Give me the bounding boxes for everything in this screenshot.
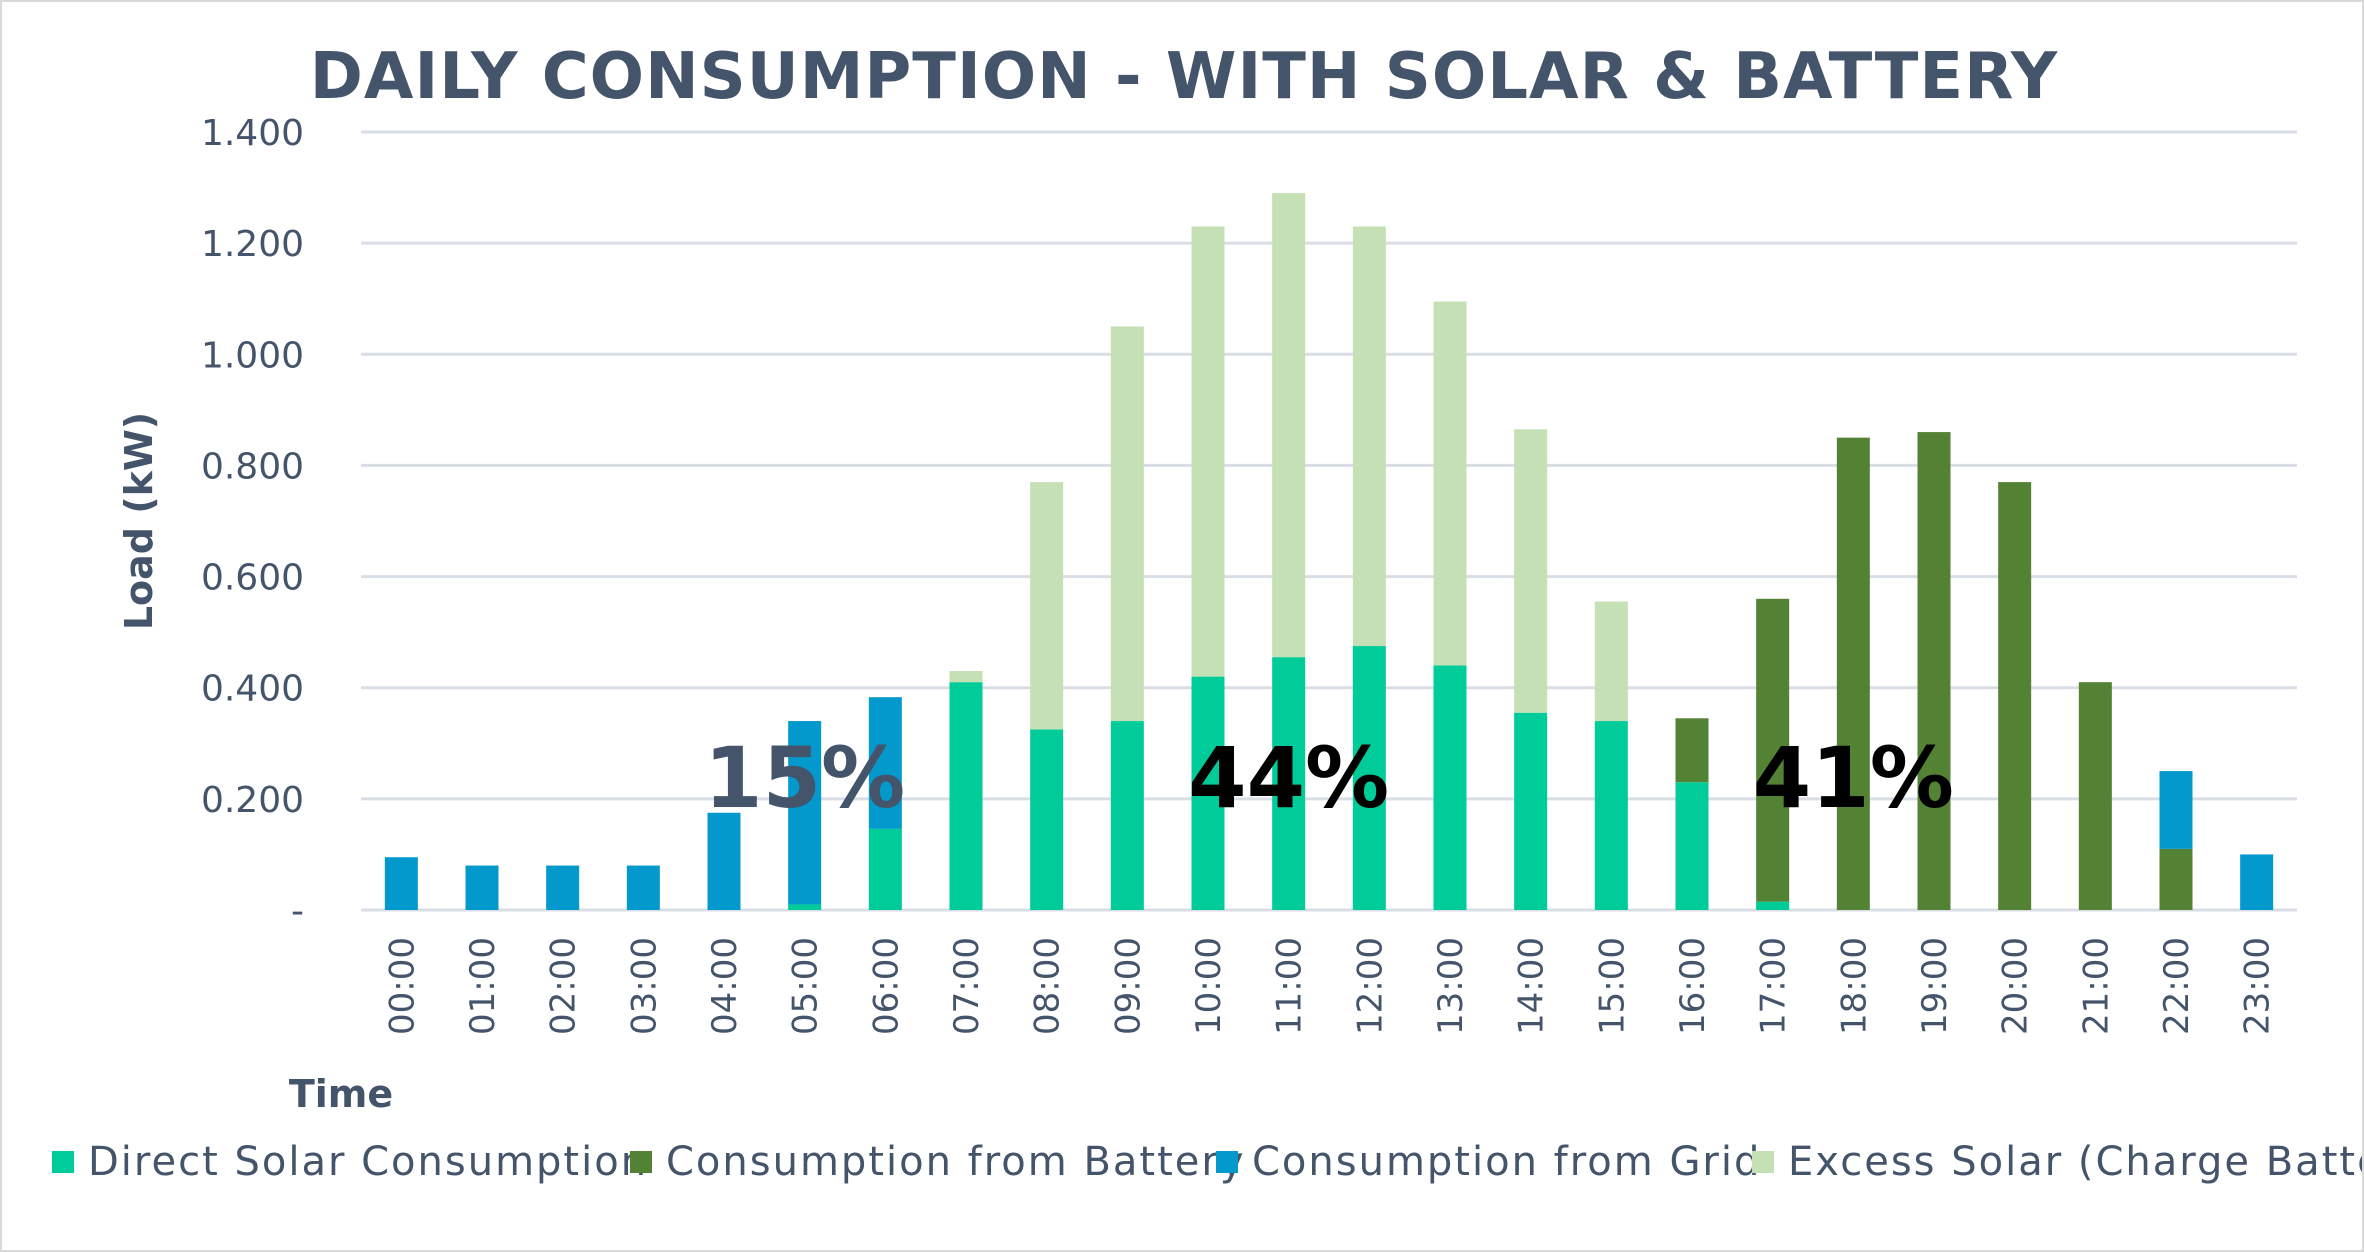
y-tick-label: 1.200 [201, 224, 304, 265]
bar-segment-direct-solar-consumption [1272, 657, 1306, 910]
x-tick-label: 22:00 [2157, 937, 2197, 1035]
bar-segment-direct-solar-consumption [868, 828, 902, 910]
bar-segment-consumption-from-grid [707, 812, 741, 910]
legend-item: Direct Solar Consumption [52, 1134, 648, 1190]
legend-label: Direct Solar Consumption [88, 1139, 649, 1185]
chart-title: DAILY CONSUMPTION - WITH SOLAR & BATTERY [309, 40, 2059, 114]
bar-segment-consumption-from-grid [384, 857, 418, 910]
legend-item: Excess Solar (Charge Battery) [1752, 1134, 2362, 1190]
bar-segment-excess-solar-charge-battery [1594, 601, 1628, 722]
legend-item: Consumption from Grid [1216, 1134, 1761, 1190]
y-tick-label: 0.400 [201, 669, 304, 710]
y-tick-label: - [291, 891, 304, 932]
bar-segment-direct-solar-consumption [1352, 646, 1386, 910]
legend-swatch [630, 1151, 652, 1173]
x-tick-label: 06:00 [866, 937, 906, 1035]
x-tick-label: 09:00 [1108, 937, 1148, 1035]
percentage-annotation: 15% [704, 729, 905, 827]
x-tick-label: 08:00 [1028, 937, 1068, 1035]
x-tick-label: 14:00 [1512, 937, 1552, 1035]
bar-segment-consumption-from-battery [1675, 718, 1709, 783]
x-tick-label: 16:00 [1673, 937, 1713, 1035]
percentage-annotation: 41% [1753, 729, 1954, 827]
bar-segment-consumption-from-battery [1917, 432, 1951, 910]
bar-segment-direct-solar-consumption [788, 904, 822, 910]
x-tick-label: 07:00 [947, 937, 987, 1035]
bar-segment-direct-solar-consumption [1756, 901, 1790, 910]
bar-segment-excess-solar-charge-battery [1433, 301, 1467, 666]
x-tick-label: 11:00 [1270, 937, 1310, 1035]
bar-segment-excess-solar-charge-battery [1514, 429, 1548, 713]
bar-segment-direct-solar-consumption [1594, 721, 1628, 910]
y-tick-label: 1.400 [201, 113, 304, 154]
x-tick-label: 00:00 [382, 937, 422, 1035]
bar-segment-consumption-from-grid [2240, 854, 2274, 910]
bar-segment-consumption-from-battery [1998, 482, 2032, 910]
bar-segment-excess-solar-charge-battery [1110, 326, 1144, 722]
bar-segment-consumption-from-grid [546, 865, 580, 910]
bar-segment-excess-solar-charge-battery [1191, 226, 1225, 677]
bar-segment-consumption-from-grid [788, 721, 822, 905]
legend: Direct Solar Consumption Consumption from… [52, 1134, 2362, 1190]
legend-swatch [1216, 1151, 1238, 1173]
bar-segment-direct-solar-consumption [1675, 782, 1709, 910]
x-axis-label: Time [289, 1072, 393, 1116]
bar-segment-direct-solar-consumption [1514, 712, 1548, 910]
bar-segment-direct-solar-consumption [1191, 676, 1225, 910]
bar-segment-excess-solar-charge-battery [1352, 226, 1386, 647]
y-tick-label: 0.200 [201, 780, 304, 821]
bar-segment-consumption-from-battery [2078, 682, 2112, 910]
x-tick-label: 18:00 [1834, 937, 1874, 1035]
x-tick-label: 04:00 [705, 937, 745, 1035]
bar-segment-excess-solar-charge-battery [1272, 193, 1306, 658]
legend-item: Consumption from Battery [630, 1134, 1245, 1190]
x-tick-label: 12:00 [1350, 937, 1390, 1035]
x-tick-label: 19:00 [1915, 937, 1955, 1035]
legend-label: Consumption from Battery [666, 1139, 1246, 1185]
bar-segment-excess-solar-charge-battery [949, 671, 983, 683]
x-tick-label: 01:00 [463, 937, 503, 1035]
percentage-annotation: 44% [1188, 729, 1389, 827]
x-tick-label: 10:00 [1189, 937, 1229, 1035]
x-tick-label: 03:00 [624, 937, 664, 1035]
bar-segment-direct-solar-consumption [1030, 729, 1064, 910]
bar-segment-direct-solar-consumption [1110, 721, 1144, 910]
x-tick-label: 17:00 [1754, 937, 1794, 1035]
bar-segment-consumption-from-grid [465, 865, 499, 910]
x-tick-label: 05:00 [786, 937, 826, 1035]
bar-segment-consumption-from-grid [626, 865, 660, 910]
bar-segment-consumption-from-grid [868, 697, 902, 829]
x-tick-label: 02:00 [544, 937, 584, 1035]
y-tick-label: 0.800 [201, 446, 304, 487]
x-tick-label: 15:00 [1592, 937, 1632, 1035]
legend-label: Consumption from Grid [1252, 1139, 1762, 1185]
bar-segment-consumption-from-battery [2159, 848, 2193, 910]
bar-segment-excess-solar-charge-battery [1030, 482, 1064, 730]
y-tick-label: 0.600 [201, 558, 304, 599]
bar-segment-direct-solar-consumption [1433, 665, 1467, 910]
legend-swatch [1752, 1151, 1774, 1173]
x-tick-label: 20:00 [1996, 937, 2036, 1035]
legend-swatch [52, 1151, 74, 1173]
bar-segment-direct-solar-consumption [949, 682, 983, 910]
x-tick-label: 21:00 [2076, 937, 2116, 1035]
x-tick-label: 13:00 [1431, 937, 1471, 1035]
y-axis-label: Load (kW) [117, 412, 161, 630]
bar-segment-consumption-from-grid [2159, 771, 2193, 849]
x-tick-label: 23:00 [2238, 937, 2278, 1035]
legend-label: Excess Solar (Charge Battery) [1788, 1139, 2362, 1185]
y-tick-label: 1.000 [201, 335, 304, 376]
bar-segment-consumption-from-battery [1836, 437, 1870, 910]
bar-segment-consumption-from-battery [1756, 598, 1790, 902]
